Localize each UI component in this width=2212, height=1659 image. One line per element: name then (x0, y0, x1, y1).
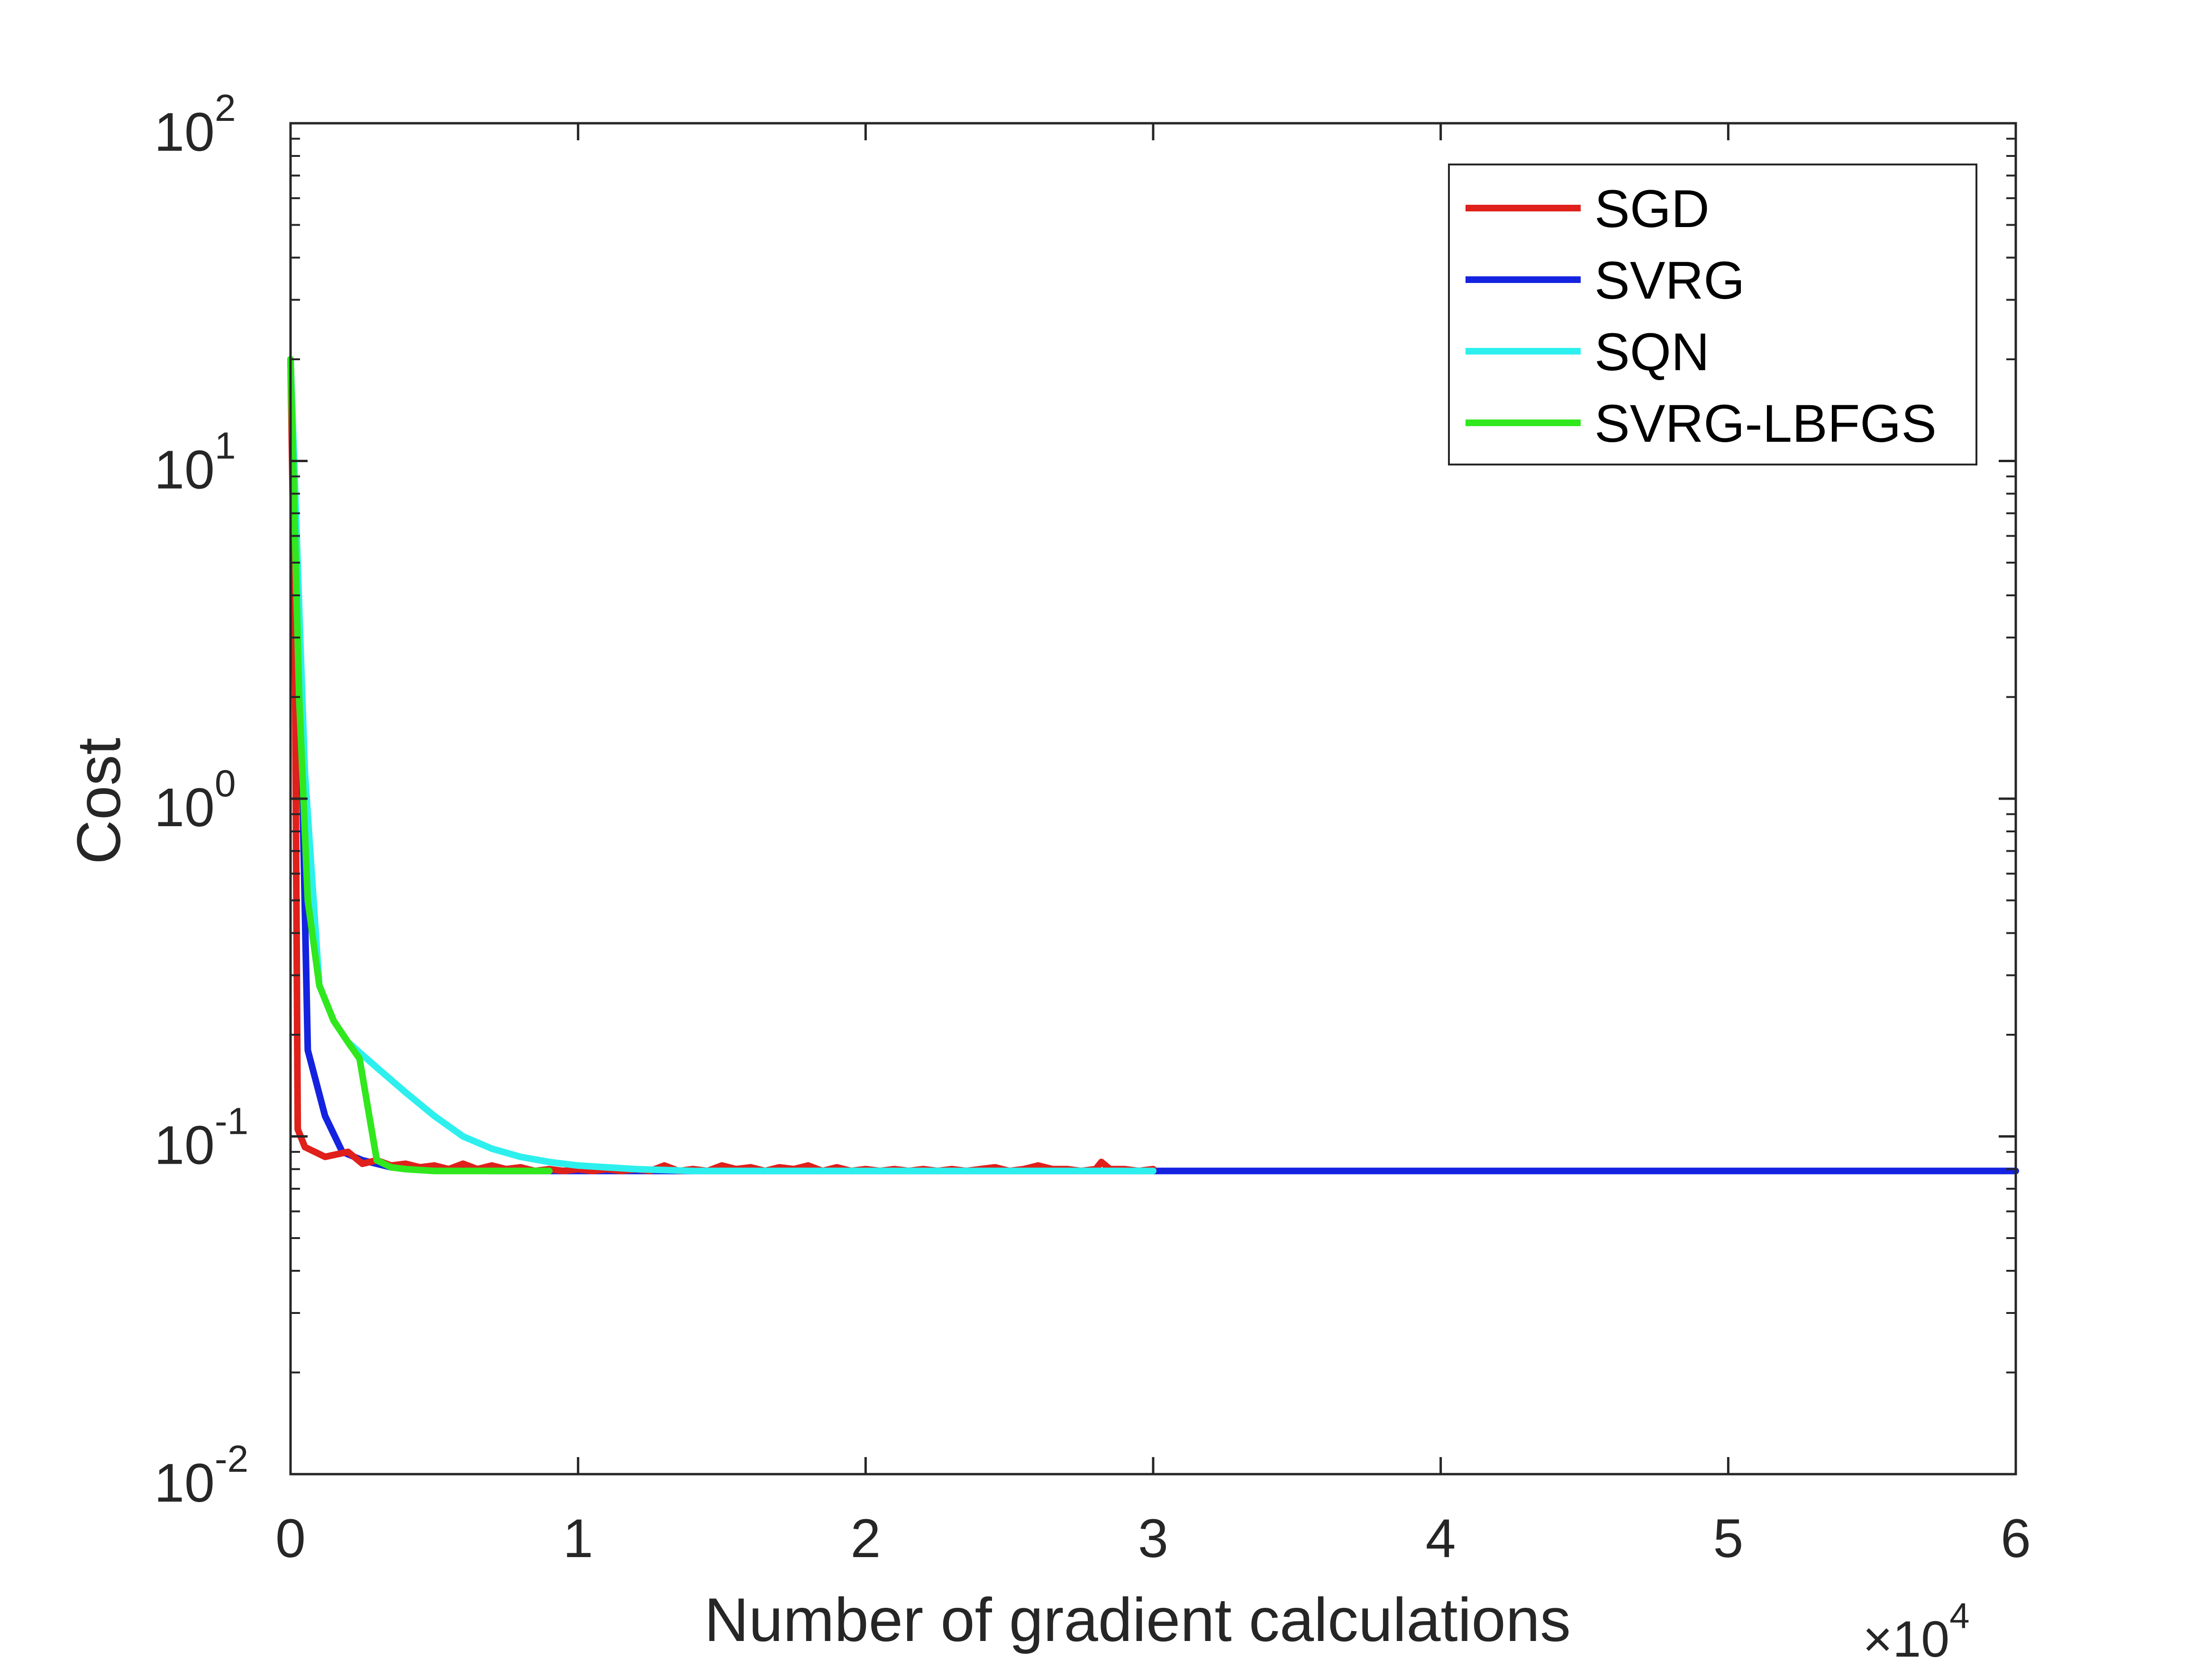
legend-label-svrg-lbfgs: SVRG-LBFGS (1594, 394, 1937, 453)
x-tick-label: 2 (850, 1508, 881, 1569)
series-layer (287, 356, 2019, 1175)
y-tick-label-base: 10 (154, 1115, 215, 1176)
x-tick-label: 1 (563, 1508, 593, 1569)
y-tick-label: 10 (154, 777, 215, 838)
y-tick-label: 10 (154, 1115, 215, 1176)
y-tick-label: 10 (154, 440, 215, 501)
x-tick-label: 6 (2001, 1508, 2031, 1569)
legend-label-svrg: SVRG (1594, 251, 1745, 310)
series-line-svrg-lbfgs (287, 356, 553, 1175)
legend: SGD SVRG SQN SVRG-LBFGS (1448, 164, 1977, 465)
y-tick-label-exponent: 2 (215, 87, 236, 129)
y-axis-label: Cost (64, 738, 133, 864)
y-tick-label-base: 10 (154, 777, 215, 838)
x-multiplier-base: ×10 (1863, 1610, 1949, 1659)
axes-labels: Number of gradient calculations Cost ×10… (64, 738, 1969, 1659)
y-tick-label-base: 10 (154, 440, 215, 501)
y-tick-label: 10 (154, 102, 215, 163)
y-tick-label-exponent: -1 (215, 1100, 248, 1142)
y-tick-label-exponent: 1 (215, 425, 236, 467)
x-tick-label: 5 (1713, 1508, 1743, 1569)
y-tick-label: 10 (154, 1453, 215, 1513)
y-tick-label-base: 10 (154, 102, 215, 163)
y-tick-label-base: 10 (154, 1453, 215, 1513)
x-tick-label: 0 (275, 1508, 306, 1569)
y-tick-label-exponent: 0 (215, 762, 236, 804)
x-axis-multiplier: ×104 (1863, 1596, 1969, 1659)
x-tick-label: 4 (1426, 1508, 1456, 1569)
x-multiplier-exponent: 4 (1949, 1596, 1969, 1636)
x-axis-label: Number of gradient calculations (704, 1585, 1571, 1654)
legend-label-sqn: SQN (1594, 322, 1710, 382)
x-tick-label: 3 (1138, 1508, 1168, 1569)
legend-box (1448, 164, 1977, 465)
y-tick-label-exponent: -2 (215, 1438, 248, 1480)
legend-label-sgd: SGD (1594, 179, 1710, 238)
